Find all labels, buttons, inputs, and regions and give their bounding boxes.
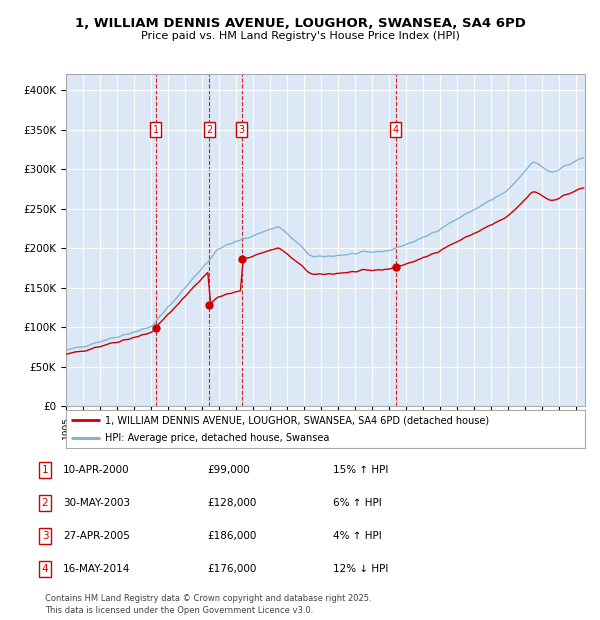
Text: 1: 1	[153, 125, 159, 135]
Text: 3: 3	[239, 125, 245, 135]
Text: 2: 2	[206, 125, 212, 135]
Text: Price paid vs. HM Land Registry's House Price Index (HPI): Price paid vs. HM Land Registry's House …	[140, 31, 460, 41]
Text: 1, WILLIAM DENNIS AVENUE, LOUGHOR, SWANSEA, SA4 6PD (detached house): 1, WILLIAM DENNIS AVENUE, LOUGHOR, SWANS…	[105, 415, 489, 425]
Text: 2: 2	[41, 498, 49, 508]
Text: 6% ↑ HPI: 6% ↑ HPI	[333, 498, 382, 508]
Point	[237, 254, 247, 264]
Point	[391, 262, 400, 272]
Text: HPI: Average price, detached house, Swansea: HPI: Average price, detached house, Swan…	[105, 433, 329, 443]
Text: 30-MAY-2003: 30-MAY-2003	[63, 498, 130, 508]
Text: £99,000: £99,000	[207, 465, 250, 476]
Text: 4: 4	[41, 564, 49, 574]
Text: 16-MAY-2014: 16-MAY-2014	[63, 564, 130, 574]
Text: 15% ↑ HPI: 15% ↑ HPI	[333, 465, 388, 476]
Text: £176,000: £176,000	[207, 564, 256, 574]
Text: 1, WILLIAM DENNIS AVENUE, LOUGHOR, SWANSEA, SA4 6PD: 1, WILLIAM DENNIS AVENUE, LOUGHOR, SWANS…	[74, 17, 526, 30]
Text: 10-APR-2000: 10-APR-2000	[63, 465, 130, 476]
Text: £186,000: £186,000	[207, 531, 256, 541]
Text: 4% ↑ HPI: 4% ↑ HPI	[333, 531, 382, 541]
Text: £128,000: £128,000	[207, 498, 256, 508]
Text: 12% ↓ HPI: 12% ↓ HPI	[333, 564, 388, 574]
Text: Contains HM Land Registry data © Crown copyright and database right 2025.
This d: Contains HM Land Registry data © Crown c…	[45, 594, 371, 615]
Text: 3: 3	[41, 531, 49, 541]
Text: 1: 1	[41, 465, 49, 476]
Point	[151, 323, 161, 333]
Point	[205, 300, 214, 310]
Text: 27-APR-2005: 27-APR-2005	[63, 531, 130, 541]
Text: 4: 4	[392, 125, 398, 135]
